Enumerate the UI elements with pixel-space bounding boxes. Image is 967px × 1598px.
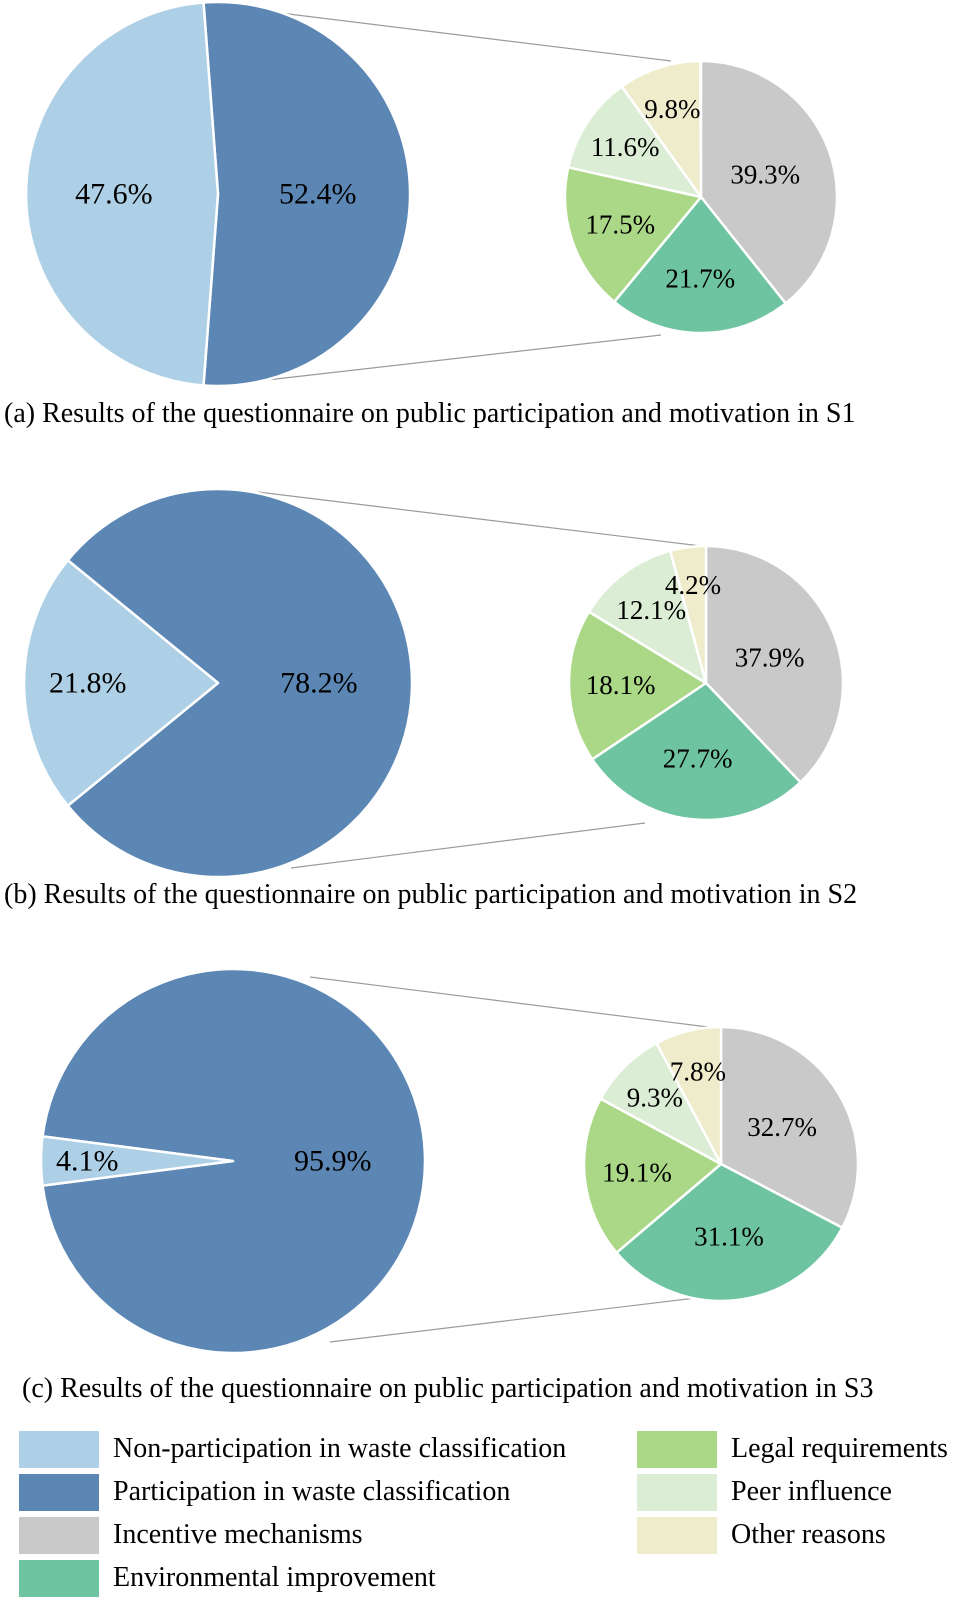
- legend-item-non-participation: Non-participation in waste classificatio…: [19, 1430, 566, 1468]
- pie-slice-participation: [66, 487, 414, 879]
- panel-a: 52.4% 47.6% 39.3% 21.7% 17.5% 11.6% 9.8%: [24, 0, 839, 388]
- legend-item-peer-influence: Peer influence: [637, 1473, 892, 1511]
- panel-b: 78.2% 21.8% 37.9% 27.7% 18.1% 12.1%4.2%: [22, 487, 845, 879]
- pie-slice-label: 27.7%: [663, 744, 733, 774]
- pie-slice-incentive_mechanisms: [719, 1025, 860, 1229]
- legend-item-participation: Participation in waste classification: [19, 1473, 510, 1511]
- pie-slice-label: 9.8%: [644, 94, 700, 124]
- legend-swatch-non-participation: [19, 1430, 99, 1468]
- pie-slice-label: 17.5%: [585, 210, 655, 240]
- pie-slice-other_reasons: [669, 544, 708, 685]
- connector-line: [309, 976, 717, 1029]
- connector-line: [214, 334, 662, 387]
- legend-swatch-legal-requirements: [637, 1430, 717, 1468]
- pie-slice-other_reasons: [620, 59, 703, 199]
- pie-slice-environmental_improvement: [613, 195, 787, 335]
- pie-slice-legal_requirements: [582, 1097, 723, 1254]
- panel-a-motivation-pie: 39.3% 21.7% 17.5% 11.6% 9.8%: [563, 59, 839, 335]
- pie-slice-label: 4.2%: [665, 570, 721, 600]
- panel-c-motivation-pie: 32.7% 31.1% 19.1% 9.3%7.8%: [582, 1025, 860, 1303]
- panel-b-participation-pie: 78.2% 21.8%: [22, 487, 414, 879]
- legend-swatch-other-reasons: [637, 1516, 717, 1554]
- caption-panel-b: (b) Results of the questionnaire on publ…: [4, 879, 858, 910]
- pie-slice-label: 31.1%: [694, 1222, 764, 1252]
- pie-slice-other_reasons: [655, 1025, 723, 1166]
- pie-slice-legal_requirements: [567, 610, 708, 761]
- pie-slice-incentive_mechanisms: [699, 59, 839, 305]
- legend-swatch-incentive-mechanisms: [19, 1516, 99, 1554]
- pie-slice-label: 37.9%: [735, 643, 805, 673]
- panel-b-motivation-pie: 37.9% 27.7% 18.1% 12.1%4.2%: [567, 544, 845, 822]
- pie-slice-non_participation: [39, 1135, 235, 1187]
- legend-label-other-reasons: Other reasons: [731, 1519, 886, 1550]
- legend-swatch-environmental-improvement: [19, 1559, 99, 1597]
- connector-line: [290, 822, 646, 869]
- pie-slice-peer_influence: [567, 85, 703, 199]
- pie-slice-legal_requirements: [563, 166, 703, 304]
- legend-swatch-peer-influence: [637, 1473, 717, 1511]
- pie-slice-non_participation: [22, 559, 220, 807]
- pie-slice-label: 12.1%: [616, 595, 686, 625]
- pie-slice-label: 21.7%: [665, 263, 735, 293]
- panel-c: 95.9% 4.1% 32.7% 31.1% 19.1% 9.3%7.8%: [39, 967, 860, 1355]
- panel-c-participation-pie: 95.9% 4.1%: [39, 967, 427, 1355]
- pie-slice-label: 19.1%: [602, 1158, 672, 1188]
- pie-slice-label: 11.6%: [591, 132, 660, 162]
- pie-slice-incentive_mechanisms: [704, 544, 845, 784]
- legend-label-participation: Participation in waste classification: [113, 1476, 511, 1507]
- legend-item-legal-requirements: Legal requirements: [637, 1430, 948, 1468]
- pie-slice-label: 95.9%: [294, 1145, 372, 1178]
- legend-swatch-participation: [19, 1473, 99, 1511]
- legend-label-legal-requirements: Legal requirements: [731, 1433, 948, 1464]
- connector-line: [257, 491, 702, 547]
- caption-panel-a: (a) Results of the questionnaire on publ…: [4, 398, 856, 429]
- pie-slice-non_participation: [24, 1, 220, 387]
- pie-slice-label: 9.3%: [627, 1082, 683, 1112]
- connector-line: [329, 1296, 705, 1343]
- pie-slice-label: 78.2%: [280, 667, 358, 700]
- pie-slice-label: 47.6%: [75, 178, 153, 211]
- legend-item-other-reasons: Other reasons: [637, 1516, 886, 1554]
- panel-a-participation-pie: 52.4% 47.6%: [24, 0, 412, 388]
- pie-slice-label: 21.8%: [49, 667, 127, 700]
- legend-item-incentive-mechanisms: Incentive mechanisms: [19, 1516, 363, 1554]
- pie-slice-label: 18.1%: [586, 670, 656, 700]
- legend-item-environmental-improvement: Environmental improvement: [19, 1559, 436, 1597]
- pie-slice-participation: [202, 0, 412, 388]
- pie-slice-peer_influence: [599, 1041, 723, 1166]
- pie-slice-label: 4.1%: [56, 1145, 119, 1178]
- legend-label-environmental-improvement: Environmental improvement: [113, 1562, 436, 1593]
- pie-slice-peer_influence: [587, 549, 708, 685]
- legend-label-incentive-mechanisms: Incentive mechanisms: [113, 1519, 363, 1550]
- pie-slice-environmental_improvement: [615, 1162, 844, 1303]
- pie-slice-label: 39.3%: [730, 160, 800, 190]
- pie-slice-label: 7.8%: [670, 1057, 726, 1087]
- legend-label-non-participation: Non-participation in waste classificatio…: [113, 1433, 567, 1464]
- caption-panel-c: (c) Results of the questionnaire on publ…: [22, 1373, 874, 1404]
- pie-slice-label: 52.4%: [279, 178, 357, 211]
- legend-label-peer-influence: Peer influence: [731, 1476, 892, 1507]
- pie-slice-environmental_improvement: [590, 681, 802, 822]
- pie-slice-label: 32.7%: [747, 1112, 817, 1142]
